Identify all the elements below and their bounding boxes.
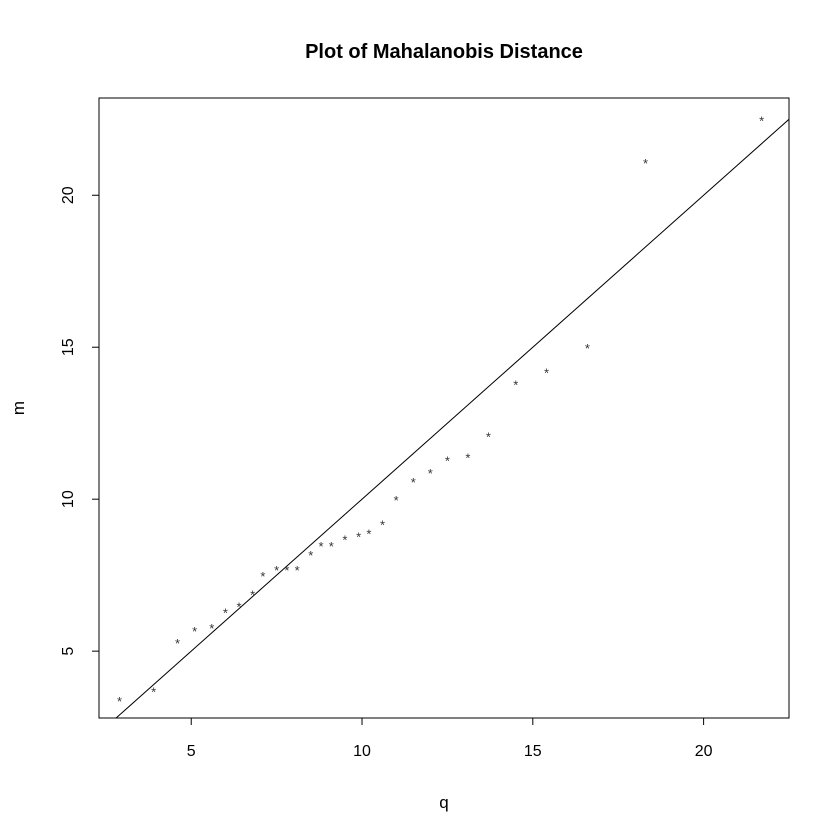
plot-area	[98, 97, 790, 719]
data-point: *	[318, 539, 323, 554]
data-point: *	[209, 621, 214, 636]
chart-title: Plot of Mahalanobis Distance	[305, 41, 583, 63]
data-point: *	[465, 451, 470, 466]
x-tick-label: 5	[187, 743, 196, 760]
data-point: *	[394, 493, 399, 508]
x-tick-label: 20	[695, 743, 713, 760]
data-point: *	[366, 527, 371, 542]
data-point: *	[342, 533, 347, 548]
data-point: *	[274, 563, 279, 578]
data-point: *	[411, 475, 416, 490]
y-axis: 5 10 15 20	[60, 186, 100, 656]
reference-line	[115, 118, 789, 718]
data-point: *	[237, 600, 242, 615]
data-point: *	[513, 378, 518, 393]
reference-line-layer	[115, 118, 789, 718]
data-point: *	[544, 366, 549, 381]
data-point: *	[428, 466, 433, 481]
data-point: *	[486, 429, 491, 444]
data-point: *	[284, 563, 289, 578]
y-tick-label: 5	[60, 647, 77, 656]
data-point: *	[759, 113, 764, 128]
x-tick-label: 10	[353, 743, 371, 760]
data-point: *	[175, 636, 180, 651]
data-point: *	[223, 606, 228, 621]
y-axis-label: m	[9, 401, 28, 415]
x-axis-label: q	[439, 793, 448, 812]
data-point: *	[151, 685, 156, 700]
scatter-points: * * * * * * * * * * * * * * * * * * * * * * * * * * * * * *	[117, 113, 764, 708]
data-point: *	[250, 587, 255, 602]
data-point: *	[445, 454, 450, 469]
y-tick-label: 10	[60, 490, 77, 508]
data-point: *	[117, 694, 122, 709]
data-point: *	[308, 548, 313, 563]
data-point: *	[329, 539, 334, 554]
data-point: *	[380, 517, 385, 532]
data-point: *	[356, 530, 361, 545]
x-tick-label: 15	[524, 743, 542, 760]
y-tick-label: 15	[60, 338, 77, 356]
data-point: *	[192, 624, 197, 639]
data-point: *	[295, 563, 300, 578]
data-point: *	[260, 569, 265, 584]
data-point: *	[585, 341, 590, 356]
y-tick-label: 20	[60, 186, 77, 204]
data-point: *	[643, 156, 648, 171]
x-axis: 5 10 15 20	[187, 717, 713, 760]
